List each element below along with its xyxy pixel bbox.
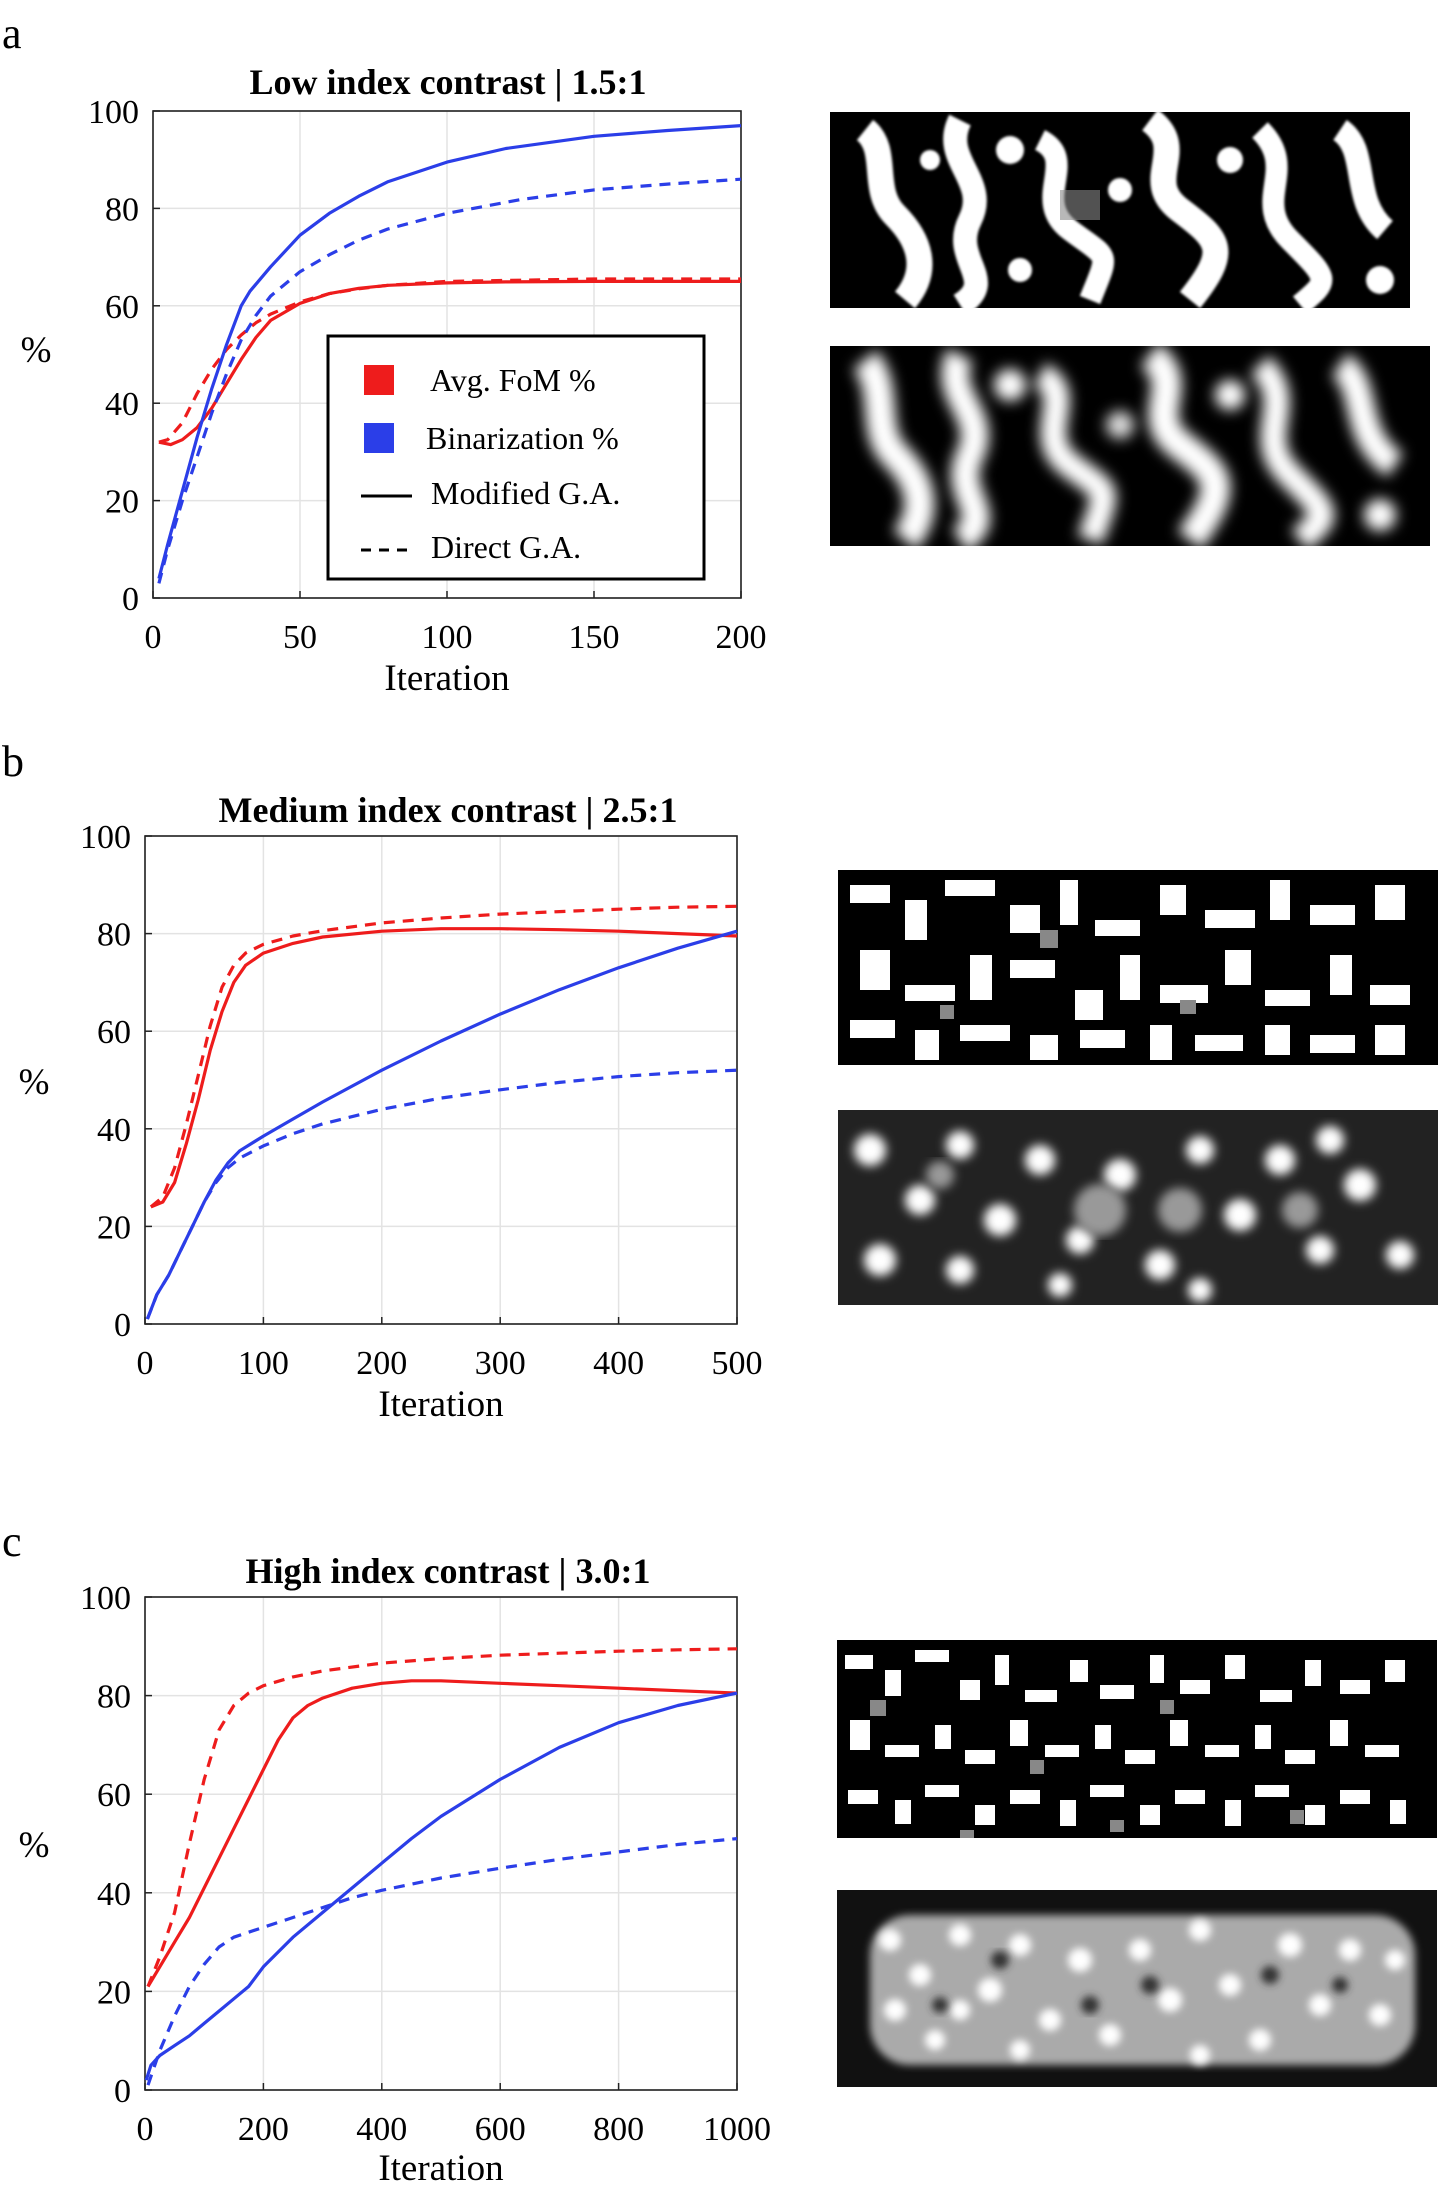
- chart-title-medium: Medium index contrast | 2.5:1: [219, 790, 678, 830]
- series-line-binarization-direct-g-a: [157, 177, 742, 584]
- x-tick-label: 200: [356, 1345, 407, 1382]
- structure-image-b-top: [838, 870, 1438, 1065]
- series-line-binarization-direct-g-a: [146, 1837, 738, 2086]
- y-tick-label: 0: [114, 1307, 131, 1344]
- structure-image-a-bottom: [830, 346, 1430, 546]
- y-tick-label: 80: [97, 1679, 131, 1716]
- x-tick-label: 600: [475, 2111, 526, 2148]
- x-tick-label: 200: [716, 619, 767, 656]
- legend-swatch-binarization: [364, 423, 394, 453]
- chart-high-index-contrast: 0 200 400 600 800 1000 0 20 40 60 80 100 High index …: [19, 1551, 771, 2189]
- y-tick-label: 0: [114, 2073, 131, 2110]
- x-tick-label: 800: [593, 2111, 644, 2148]
- y-tick-label: 80: [105, 191, 139, 228]
- y-axis-label: %: [21, 330, 52, 371]
- x-tick-label: 150: [569, 619, 620, 656]
- structure-image-c-bottom: [837, 1890, 1437, 2087]
- x-tick-label: 500: [712, 1345, 763, 1382]
- y-tick-label: 60: [105, 289, 139, 326]
- x-tick-label: 100: [238, 1345, 289, 1382]
- series-line-avg-fom-direct-g-a: [158, 277, 741, 444]
- series-line-binarization-direct-g-a: [145, 1068, 738, 1320]
- x-tick-label: 0: [137, 2111, 154, 2148]
- y-tick-label: 40: [97, 1876, 131, 1913]
- series-line-avg-fom-modified-g-a: [158, 279, 741, 447]
- x-tick-label: 300: [475, 1345, 526, 1382]
- axes-box: [144, 1596, 738, 2091]
- legend-label-fom: Avg. FoM %: [430, 362, 596, 398]
- series-line-binarization-modified-g-a: [144, 1691, 738, 2081]
- x-tick-label: 400: [356, 2111, 407, 2148]
- y-tick-label: 20: [105, 484, 139, 521]
- y-tick-label: 100: [80, 1580, 131, 1617]
- series-line-avg-fom-modified-g-a: [146, 1679, 738, 1988]
- y-tick-label: 80: [97, 917, 131, 954]
- y-tick-label: 40: [105, 386, 139, 423]
- y-axis-label: %: [19, 1062, 50, 1103]
- legend-label-binarization: Binarization %: [426, 420, 619, 456]
- x-tick-label: 1000: [703, 2111, 771, 2148]
- x-axis-label: Iteration: [384, 658, 509, 699]
- series-line-binarization-modified-g-a: [157, 124, 742, 579]
- legend-label-modified: Modified G.A.: [431, 475, 620, 511]
- chart-title-high: High index contrast | 3.0:1: [246, 1551, 651, 1591]
- y-tick-label: 20: [97, 1974, 131, 2011]
- y-tick-label: 0: [122, 581, 139, 618]
- series-line-avg-fom-direct-g-a: [149, 904, 738, 1209]
- y-tick-label: 20: [97, 1209, 131, 1246]
- axes-box: [144, 835, 738, 1325]
- series-line-avg-fom-direct-g-a: [146, 1647, 738, 1988]
- panel-letter-c: c: [2, 1517, 22, 1566]
- x-tick-label: 0: [137, 1345, 154, 1382]
- y-tick-label: 100: [80, 819, 131, 856]
- plot-area: [145, 836, 737, 1324]
- y-tick-label: 60: [97, 1777, 131, 1814]
- y-tick-label: 40: [97, 1112, 131, 1149]
- chart-title-low: Low index contrast | 1.5:1: [250, 62, 647, 102]
- x-axis-label: Iteration: [378, 2148, 503, 2189]
- panel-letter-a: a: [2, 9, 22, 58]
- plot-area: [145, 1597, 737, 2090]
- legend-label-direct: Direct G.A.: [431, 529, 581, 565]
- panel-letter-b: b: [2, 737, 24, 786]
- x-tick-label: 100: [422, 619, 473, 656]
- structure-image-a-top: [830, 112, 1410, 308]
- legend: Avg. FoM % Binarization % Modified G.A. …: [326, 334, 706, 581]
- series-line-avg-fom-modified-g-a: [150, 927, 738, 1209]
- y-tick-label: 60: [97, 1014, 131, 1051]
- y-axis-label: %: [19, 1825, 50, 1866]
- x-tick-label: 50: [283, 619, 317, 656]
- legend-swatch-fom: [364, 365, 394, 395]
- x-tick-label: 0: [145, 619, 162, 656]
- y-tick-label: 100: [88, 94, 139, 131]
- x-tick-label: 400: [593, 1345, 644, 1382]
- chart-medium-index-contrast: 0 100 200 300 400 500 0 20 40 60 80 100 Medium index…: [19, 790, 763, 1425]
- x-axis-label: Iteration: [378, 1384, 503, 1425]
- structure-image-b-bottom: [838, 1110, 1438, 1305]
- structure-image-c-top: [837, 1640, 1437, 1838]
- x-tick-label: 200: [238, 2111, 289, 2148]
